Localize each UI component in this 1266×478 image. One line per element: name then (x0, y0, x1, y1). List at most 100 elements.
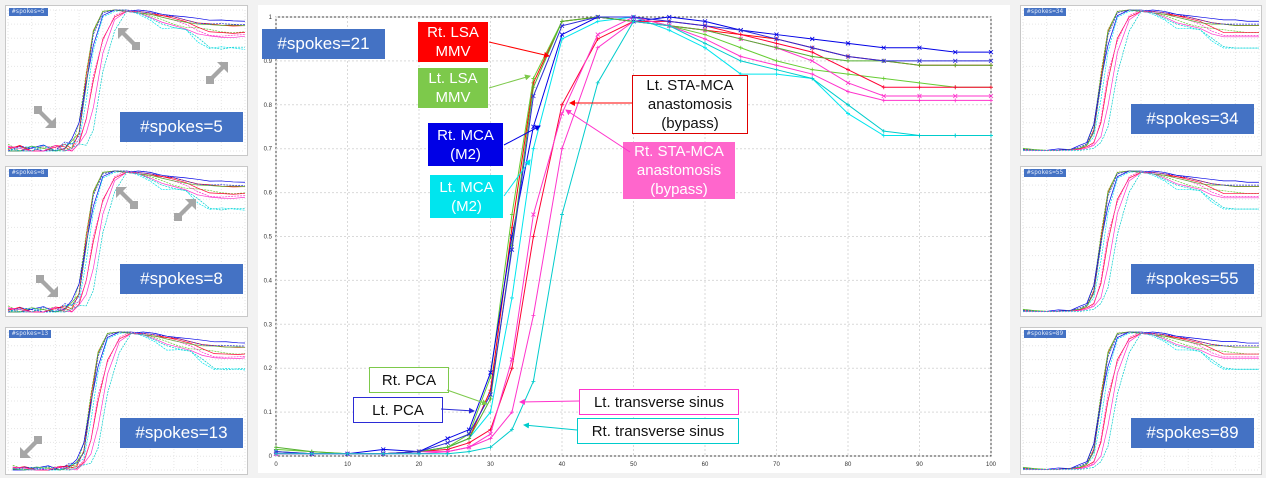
data-point (559, 111, 565, 116)
data-point (560, 146, 564, 151)
data-point (531, 146, 536, 151)
data-point (703, 45, 707, 50)
data-point (531, 76, 536, 81)
data-point (531, 234, 536, 239)
callout-lt-sta-mca: Lt. STA-MCA anastomosis (bypass) (632, 75, 748, 134)
y-tick-label: 0.6 (264, 191, 273, 197)
data-point (917, 63, 922, 68)
data-point (953, 133, 958, 138)
thumbnail-series-line (12, 333, 246, 471)
main-spokes-label: #spokes=21 (262, 29, 385, 59)
callout-lt-lsa-mmv: Lt. LSA MMV (418, 68, 488, 108)
data-point (666, 14, 672, 20)
data-point (703, 41, 707, 46)
data-point (810, 54, 815, 59)
data-point (953, 63, 958, 68)
arrow-rt-ts (523, 422, 578, 431)
callout-line: MMV (435, 43, 471, 60)
data-point (488, 436, 493, 441)
data-point (810, 67, 815, 72)
spokes-label: #spokes=34 (1131, 104, 1254, 134)
data-point (381, 451, 386, 456)
spokes-label: #spokes=8 (120, 264, 243, 294)
data-point (738, 54, 743, 59)
data-point (917, 58, 922, 64)
callout-lt-pca: Lt. PCA (353, 397, 443, 423)
data-point (774, 45, 779, 50)
callout-line: Rt. STA-MCA (634, 143, 724, 160)
x-tick-label: 30 (487, 462, 494, 468)
data-point (703, 32, 707, 37)
y-tick-label: 0.1 (264, 410, 273, 416)
data-point (810, 76, 815, 81)
data-point (445, 436, 450, 441)
data-point (809, 58, 815, 64)
y-tick-label: 1 (269, 15, 273, 21)
thumbnail-series-line (1022, 331, 1259, 470)
data-point (774, 58, 779, 63)
thumbnail-series-line (7, 170, 246, 313)
thumbnail-series-line (1023, 333, 1259, 470)
data-point (810, 72, 815, 77)
thumbnail-spokes-5: #spokes=5 #spokes=5 (5, 5, 248, 156)
data-point (989, 133, 993, 138)
arrow-lt-pca (440, 407, 475, 414)
data-point (952, 93, 958, 99)
callout-line: (M2) (451, 197, 482, 215)
callout-line: (bypass) (650, 181, 708, 198)
thumbnail-series-line (7, 9, 246, 152)
arrow-up-left-icon (118, 28, 140, 50)
data-point (274, 445, 278, 450)
data-point (467, 440, 472, 445)
x-tick-label: 40 (559, 462, 566, 468)
data-point (917, 93, 922, 99)
arrow-rt-lsa (488, 41, 550, 58)
data-point (488, 396, 493, 401)
data-point (952, 58, 958, 64)
spokes-label: #spokes=89 (1131, 418, 1254, 448)
data-point (509, 410, 514, 415)
data-point (702, 19, 708, 24)
data-point (559, 23, 565, 29)
data-point (631, 14, 636, 20)
data-point (509, 295, 514, 300)
data-point (881, 98, 886, 103)
data-point (989, 98, 993, 103)
callout-lt-transverse-sinus: Lt. transverse sinus (579, 389, 739, 415)
spokes-label: #spokes=5 (120, 112, 243, 142)
x-tick-label: 20 (416, 462, 423, 468)
thumbnail-series-line (1022, 170, 1259, 312)
data-point (560, 102, 564, 107)
thumbnail-tag: #spokes=34 (1024, 8, 1067, 16)
data-point (559, 32, 565, 37)
data-point (738, 27, 744, 33)
data-point (595, 32, 601, 37)
data-point (417, 451, 421, 456)
data-point (560, 36, 564, 41)
callout-rt-pca: Rt. PCA (369, 367, 449, 393)
spokes-label: #spokes=55 (1131, 264, 1254, 294)
callout-rt-sta-mca: Rt. STA-MCA anastomosis (bypass) (623, 142, 735, 199)
data-point (774, 67, 779, 72)
data-point (881, 76, 886, 81)
thumbnail-series-line (12, 331, 246, 471)
data-point (917, 85, 922, 90)
data-point (845, 41, 851, 46)
data-point (345, 451, 350, 456)
arrow-rt-mca (503, 125, 541, 146)
data-point (917, 133, 922, 138)
data-point (595, 36, 600, 41)
data-point (531, 379, 536, 384)
data-point (488, 410, 493, 415)
data-point (531, 212, 536, 217)
arrow-rt-sta (565, 109, 631, 153)
callout-line: anastomosis (636, 162, 722, 179)
data-point (467, 445, 472, 450)
thumbnail-tag: #spokes=89 (1024, 330, 1067, 338)
data-point (988, 58, 994, 64)
data-point (445, 440, 450, 446)
callout-rt-mca-m2: Rt. MCA (M2) (428, 123, 503, 166)
thumbnail-series-line (7, 170, 246, 313)
callout-line: (bypass) (661, 115, 719, 132)
